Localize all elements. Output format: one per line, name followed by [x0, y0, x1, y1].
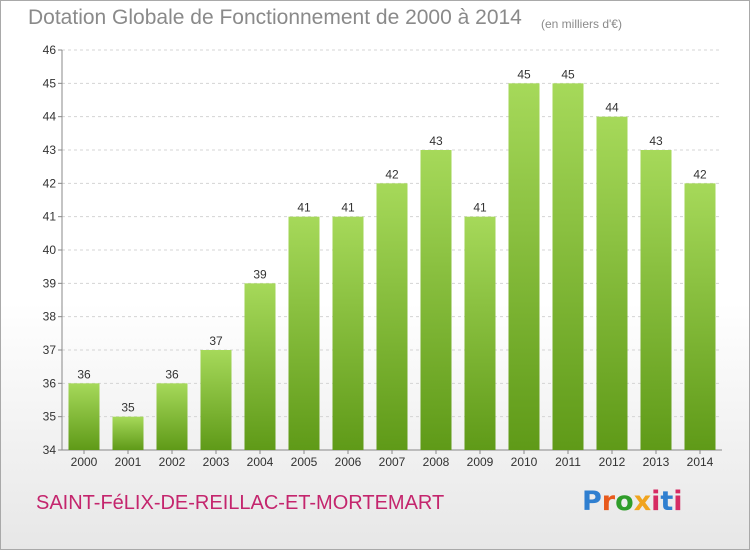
chart-subtitle: (en milliers d'€): [541, 17, 622, 31]
bar: [244, 283, 276, 450]
bar-value-label: 42: [693, 167, 707, 181]
x-tick-label: 2004: [247, 455, 274, 469]
bar-value-label: 44: [605, 101, 619, 115]
x-tick-label: 2013: [643, 455, 670, 469]
y-tick-label: 36: [43, 376, 57, 390]
x-tick-label: 2012: [599, 455, 626, 469]
bar: [464, 216, 496, 450]
bar-value-label: 41: [297, 201, 311, 215]
bar: [288, 216, 320, 450]
chart-title: Dotation Globale de Fonctionnement de 20…: [28, 6, 522, 29]
bar: [552, 83, 584, 450]
bar: [200, 350, 232, 450]
bar: [640, 150, 672, 450]
y-tick-label: 44: [43, 110, 57, 124]
logo-letter: i: [651, 486, 661, 517]
y-tick-label: 38: [43, 310, 57, 324]
bar: [684, 183, 716, 451]
bar-value-label: 41: [341, 201, 355, 215]
bar-value-label: 39: [253, 267, 267, 281]
y-tick-label: 40: [43, 243, 57, 257]
bar-value-label: 42: [385, 167, 399, 181]
bar: [332, 216, 364, 450]
bar: [156, 383, 188, 450]
x-tick-label: 2008: [423, 455, 450, 469]
commune-name: SAINT-FéLIX-DE-REILLAC-ET-MORTEMART: [36, 492, 445, 514]
y-tick-label: 42: [43, 176, 57, 190]
x-tick-label: 2010: [511, 455, 538, 469]
logo-letter: P: [582, 486, 602, 517]
bar: [508, 83, 540, 450]
x-tick-label: 2009: [467, 455, 494, 469]
bar-value-label: 43: [429, 134, 443, 148]
y-tick-label: 34: [43, 443, 57, 457]
bar-value-label: 41: [473, 201, 487, 215]
bar-value-label: 35: [121, 401, 135, 415]
bar-value-label: 45: [517, 67, 531, 81]
bar-value-label: 43: [649, 134, 663, 148]
logo-letter: r: [601, 486, 616, 517]
logo-letter: t: [660, 486, 674, 517]
y-tick-label: 43: [43, 143, 57, 157]
bar: [68, 383, 100, 450]
x-tick-label: 2014: [687, 455, 714, 469]
x-tick-label: 2006: [335, 455, 362, 469]
y-tick-label: 35: [43, 410, 57, 424]
x-tick-label: 2007: [379, 455, 406, 469]
bar: [376, 183, 408, 451]
y-tick-label: 37: [43, 343, 57, 357]
y-tick-label: 45: [43, 76, 57, 90]
bar-value-label: 45: [561, 67, 575, 81]
bar: [596, 116, 628, 451]
bar-value-label: 37: [209, 334, 223, 348]
x-tick-label: 2011: [555, 455, 581, 469]
logo-letter: x: [633, 486, 652, 517]
x-tick-label: 2002: [159, 455, 186, 469]
proxiti-logo[interactable]: Proxiti: [582, 486, 683, 517]
bar: [112, 416, 144, 450]
logo-letter: o: [615, 486, 634, 517]
x-tick-label: 2005: [291, 455, 318, 469]
x-tick-label: 2000: [71, 455, 98, 469]
x-tick-label: 2001: [115, 455, 142, 469]
x-tick-label: 2003: [203, 455, 230, 469]
y-tick-label: 46: [43, 43, 57, 57]
bar-value-label: 36: [77, 367, 91, 381]
y-tick-label: 41: [43, 210, 57, 224]
bar: [420, 150, 452, 450]
logo-letter: i: [673, 486, 683, 517]
bar-value-label: 36: [165, 367, 179, 381]
y-tick-label: 39: [43, 276, 57, 290]
